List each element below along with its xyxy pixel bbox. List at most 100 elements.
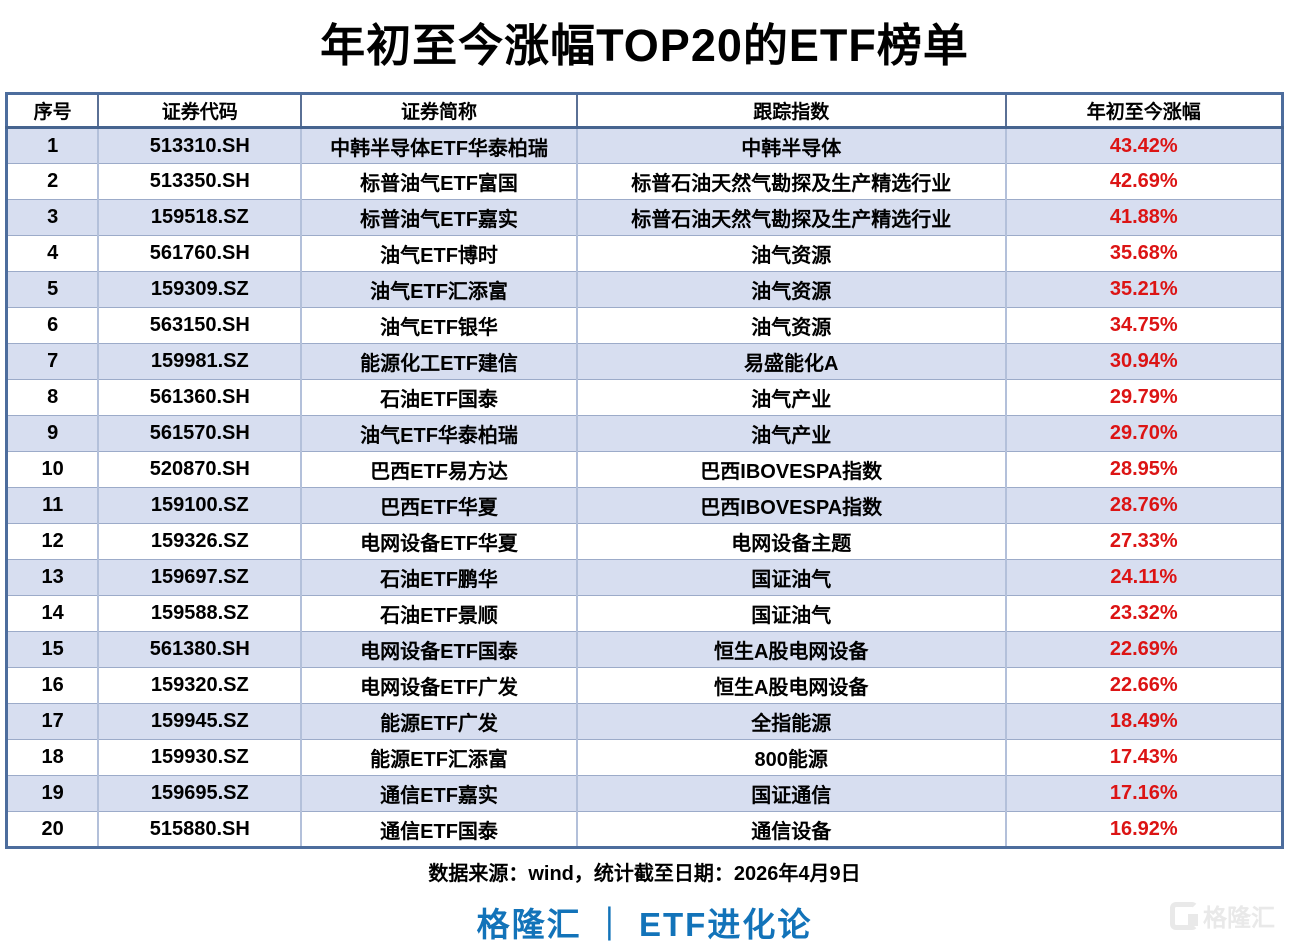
name-cell: 油气ETF银华 bbox=[300, 307, 578, 344]
index-cell: 800能源 bbox=[575, 739, 1007, 776]
rank-cell: 15 bbox=[5, 631, 100, 668]
rank-cell: 4 bbox=[5, 235, 100, 272]
index-cell: 易盛能化A bbox=[575, 343, 1007, 380]
index-cell: 国证油气 bbox=[575, 595, 1007, 632]
index-cell: 全指能源 bbox=[575, 703, 1007, 740]
code-cell: 159930.SZ bbox=[97, 739, 303, 776]
table-row: 19 159695.SZ 通信ETF嘉实 国证通信 17.16% bbox=[5, 775, 1284, 812]
table-row: 3 159518.SZ 标普油气ETF嘉实 标普石油天然气勘探及生产精选行业 41.88… bbox=[5, 199, 1284, 236]
rank-cell: 13 bbox=[5, 559, 100, 596]
table-header: 序号 证券代码 证券简称 跟踪指数 年初至今涨幅 bbox=[5, 92, 1284, 129]
rank-cell: 17 bbox=[5, 703, 100, 740]
rank-cell: 10 bbox=[5, 451, 100, 488]
rank-cell: 7 bbox=[5, 343, 100, 380]
name-cell: 能源化工ETF建信 bbox=[300, 343, 578, 380]
code-cell: 513350.SH bbox=[97, 163, 303, 200]
code-cell: 513310.SH bbox=[97, 127, 303, 164]
rank-cell: 2 bbox=[5, 163, 100, 200]
name-cell: 标普油气ETF富国 bbox=[300, 163, 578, 200]
code-cell: 159100.SZ bbox=[97, 487, 303, 524]
code-cell: 561760.SH bbox=[97, 235, 303, 272]
rank-cell: 19 bbox=[5, 775, 100, 812]
table-row: 11 159100.SZ 巴西ETF华夏 巴西IBOVESPA指数 28.76% bbox=[5, 487, 1284, 524]
column-header-rank: 序号 bbox=[5, 92, 100, 129]
table-header-row: 序号 证券代码 证券简称 跟踪指数 年初至今涨幅 bbox=[5, 92, 1284, 129]
change-cell: 17.16% bbox=[1004, 775, 1284, 812]
table-row: 14 159588.SZ 石油ETF景顺 国证油气 23.32% bbox=[5, 595, 1284, 632]
code-cell: 159588.SZ bbox=[97, 595, 303, 632]
table-row: 10 520870.SH 巴西ETF易方达 巴西IBOVESPA指数 28.95% bbox=[5, 451, 1284, 488]
table-row: 1 513310.SH 中韩半导体ETF华泰柏瑞 中韩半导体 43.42% bbox=[5, 127, 1284, 164]
code-cell: 520870.SH bbox=[97, 451, 303, 488]
change-cell: 28.76% bbox=[1004, 487, 1284, 524]
change-cell: 27.33% bbox=[1004, 523, 1284, 560]
gelonghui-logo-icon bbox=[1170, 901, 1198, 930]
index-cell: 标普石油天然气勘探及生产精选行业 bbox=[575, 163, 1007, 200]
index-cell: 恒生A股电网设备 bbox=[575, 667, 1007, 704]
table-row: 15 561380.SH 电网设备ETF国泰 恒生A股电网设备 22.69% bbox=[5, 631, 1284, 668]
name-cell: 电网设备ETF国泰 bbox=[300, 631, 578, 668]
change-cell: 29.79% bbox=[1004, 379, 1284, 416]
table-row: 5 159309.SZ 油气ETF汇添富 油气资源 35.21% bbox=[5, 271, 1284, 308]
name-cell: 油气ETF汇添富 bbox=[300, 271, 578, 308]
data-source-note: 数据来源：wind，统计截至日期：2026年4月9日 bbox=[428, 863, 861, 885]
change-cell: 34.75% bbox=[1004, 307, 1284, 344]
rank-cell: 3 bbox=[5, 199, 100, 236]
index-cell: 电网设备主题 bbox=[575, 523, 1007, 560]
column-header-name: 证券简称 bbox=[300, 92, 578, 129]
change-cell: 18.49% bbox=[1004, 703, 1284, 740]
etf-table-body: 1 513310.SH 中韩半导体ETF华泰柏瑞 中韩半导体 43.42% 2 513350… bbox=[5, 127, 1284, 848]
index-cell: 国证通信 bbox=[575, 775, 1007, 812]
name-cell: 石油ETF国泰 bbox=[300, 379, 578, 416]
change-cell: 28.95% bbox=[1004, 451, 1284, 488]
table-row: 18 159930.SZ 能源ETF汇添富 800能源 17.43% bbox=[5, 739, 1284, 776]
column-header-index: 跟踪指数 bbox=[575, 92, 1007, 129]
index-cell: 国证油气 bbox=[575, 559, 1007, 596]
name-cell: 巴西ETF易方达 bbox=[300, 451, 578, 488]
rank-cell: 11 bbox=[5, 487, 100, 524]
rank-cell: 12 bbox=[5, 523, 100, 560]
name-cell: 油气ETF博时 bbox=[300, 235, 578, 272]
index-cell: 通信设备 bbox=[575, 811, 1007, 848]
change-cell: 29.70% bbox=[1004, 415, 1284, 452]
change-cell: 35.68% bbox=[1004, 235, 1284, 272]
rank-cell: 1 bbox=[5, 127, 100, 164]
code-cell: 159697.SZ bbox=[97, 559, 303, 596]
index-cell: 恒生A股电网设备 bbox=[575, 631, 1007, 668]
table-row: 4 561760.SH 油气ETF博时 油气资源 35.68% bbox=[5, 235, 1284, 272]
column-header-change: 年初至今涨幅 bbox=[1004, 92, 1284, 129]
code-cell: 159981.SZ bbox=[97, 343, 303, 380]
branding-line: 格隆汇 ｜ ETF进化论 bbox=[476, 906, 813, 941]
table-row: 17 159945.SZ 能源ETF广发 全指能源 18.49% bbox=[5, 703, 1284, 740]
code-cell: 159326.SZ bbox=[97, 523, 303, 560]
table-row: 20 515880.SH 通信ETF国泰 通信设备 16.92% bbox=[5, 811, 1284, 848]
name-cell: 电网设备ETF广发 bbox=[300, 667, 578, 704]
index-cell: 油气资源 bbox=[575, 307, 1007, 344]
change-cell: 43.42% bbox=[1004, 127, 1284, 164]
page-title: 年初至今涨幅TOP20的ETF榜单 bbox=[320, 20, 969, 71]
change-cell: 23.32% bbox=[1004, 595, 1284, 632]
index-cell: 油气资源 bbox=[575, 271, 1007, 308]
index-cell: 油气产业 bbox=[575, 379, 1007, 416]
change-cell: 17.43% bbox=[1004, 739, 1284, 776]
name-cell: 油气ETF华泰柏瑞 bbox=[300, 415, 578, 452]
table-row: 9 561570.SH 油气ETF华泰柏瑞 油气产业 29.70% bbox=[5, 415, 1284, 452]
name-cell: 标普油气ETF嘉实 bbox=[300, 199, 578, 236]
table-row: 16 159320.SZ 电网设备ETF广发 恒生A股电网设备 22.66% bbox=[5, 667, 1284, 704]
code-cell: 159309.SZ bbox=[97, 271, 303, 308]
rank-cell: 6 bbox=[5, 307, 100, 344]
index-cell: 中韩半导体 bbox=[575, 127, 1007, 164]
rank-cell: 20 bbox=[5, 811, 100, 848]
rank-cell: 16 bbox=[5, 667, 100, 704]
name-cell: 通信ETF嘉实 bbox=[300, 775, 578, 812]
gelonghui-watermark: 格隆汇 bbox=[1170, 898, 1275, 933]
change-cell: 42.69% bbox=[1004, 163, 1284, 200]
code-cell: 561570.SH bbox=[97, 415, 303, 452]
rank-cell: 9 bbox=[5, 415, 100, 452]
change-cell: 30.94% bbox=[1004, 343, 1284, 380]
etf-ranking-table: 序号 证券代码 证券简称 跟踪指数 年初至今涨幅 1 513310.SH 中韩半导体… bbox=[5, 92, 1284, 849]
code-cell: 159695.SZ bbox=[97, 775, 303, 812]
index-cell: 巴西IBOVESPA指数 bbox=[575, 451, 1007, 488]
table-row: 7 159981.SZ 能源化工ETF建信 易盛能化A 30.94% bbox=[5, 343, 1284, 380]
